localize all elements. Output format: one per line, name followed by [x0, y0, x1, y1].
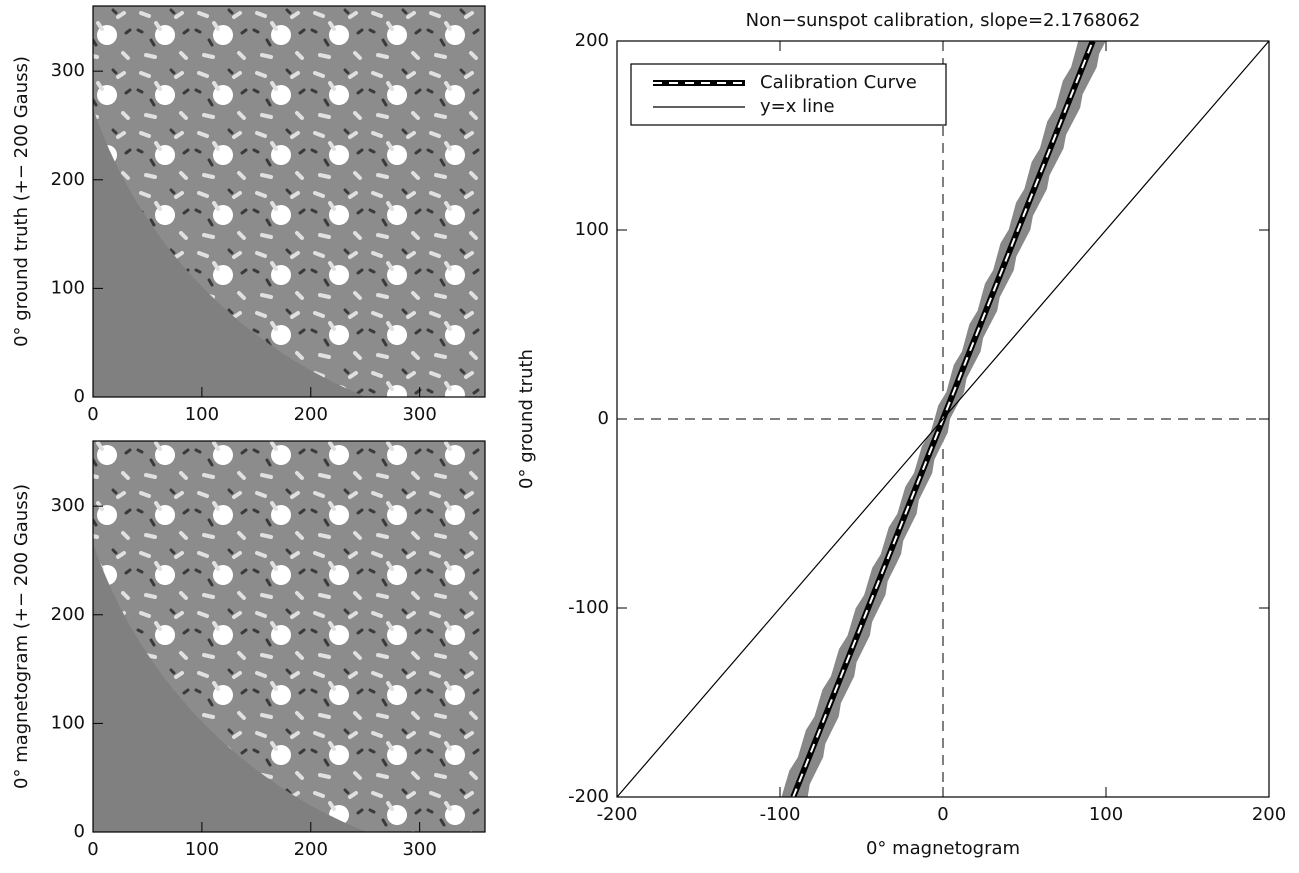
y-tick-label: 100 [51, 712, 85, 733]
y-axis-label: 0° ground truth (+− 200 Gauss) [11, 56, 32, 347]
x-tick-label: 200 [294, 404, 328, 425]
identity-line [617, 41, 1269, 797]
y-tick-label: -200 [568, 786, 609, 807]
x-tick-label: 200 [1252, 804, 1286, 825]
legend-label: Calibration Curve [760, 72, 917, 93]
x-tick-label: 300 [402, 839, 436, 860]
x-tick-label: -200 [597, 804, 638, 825]
x-tick-label: -100 [760, 804, 801, 825]
y-tick-label: 100 [51, 277, 85, 298]
x-tick-label: 0 [87, 404, 98, 425]
y-tick-label: -100 [568, 597, 609, 618]
chart-title: Non−sunspot calibration, slope=2.1768062 [746, 10, 1141, 31]
y-tick-label: 0 [598, 408, 609, 429]
x-tick-label: 0 [937, 804, 948, 825]
y-tick-label: 200 [51, 604, 85, 625]
x-tick-label: 100 [1089, 804, 1123, 825]
x-tick-label: 0 [87, 839, 98, 860]
x-tick-label: 100 [185, 404, 219, 425]
y-tick-label: 100 [575, 219, 609, 240]
y-axis-label: 0° magnetogram (+− 200 Gauss) [11, 484, 32, 789]
x-tick-label: 200 [294, 839, 328, 860]
y-tick-label: 200 [51, 169, 85, 190]
y-tick-label: 300 [51, 495, 85, 516]
x-tick-label: 100 [185, 839, 219, 860]
y-axis-label: 0° ground truth [516, 349, 537, 489]
y-tick-label: 300 [51, 60, 85, 81]
x-axis-label: 0° magnetogram [866, 838, 1020, 859]
y-tick-label: 0 [74, 821, 85, 842]
legend-label: y=x line [760, 96, 835, 117]
y-tick-label: 0 [74, 386, 85, 407]
plot-area [617, 13, 1269, 825]
y-tick-label: 200 [575, 30, 609, 51]
figure: 0 100 200 300 0 100 200 300 0° ground truth (+− … [0, 0, 1299, 869]
x-tick-label: 300 [402, 404, 436, 425]
